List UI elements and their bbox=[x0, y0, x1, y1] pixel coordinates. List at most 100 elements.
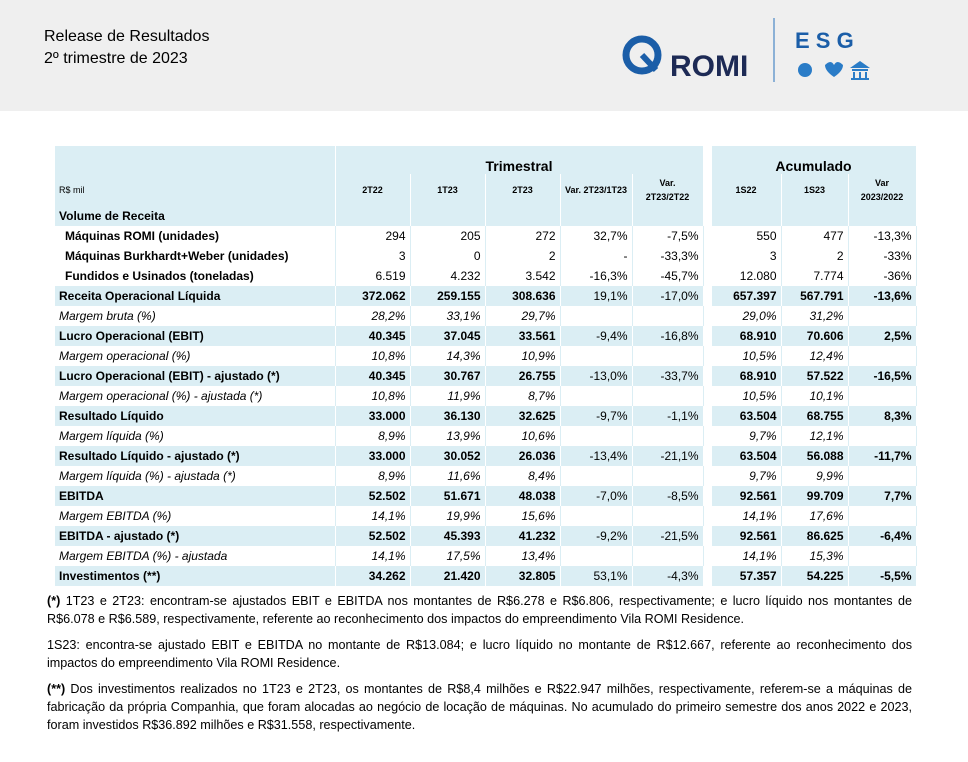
cell: 14,1% bbox=[711, 506, 782, 526]
table-row: Margem EBITDA (%) 14,1% 19,9% 15,6% 14,1% 17,… bbox=[55, 506, 917, 526]
esg-icon bbox=[825, 62, 843, 77]
cell: 56.088 bbox=[781, 446, 849, 466]
cell bbox=[848, 306, 917, 326]
column-header: 1S22 bbox=[711, 174, 782, 206]
logo-text: ROMI bbox=[670, 50, 748, 83]
cell: -33% bbox=[848, 246, 917, 266]
cell: -13,4% bbox=[560, 446, 633, 466]
gap bbox=[703, 566, 712, 586]
cell: 2,5% bbox=[848, 326, 917, 346]
cell: 92.561 bbox=[711, 486, 782, 506]
cell: 550 bbox=[711, 226, 782, 246]
cell: 10,9% bbox=[485, 346, 561, 366]
notes: (*) 1T23 e 2T23: encontram-se ajustados … bbox=[47, 592, 912, 742]
cell bbox=[632, 426, 704, 446]
cell: - bbox=[560, 246, 633, 266]
cell: 10,6% bbox=[485, 426, 561, 446]
row-label: Receita Operacional Líquida bbox=[55, 286, 336, 306]
gap bbox=[703, 406, 712, 426]
gap bbox=[703, 266, 711, 286]
cell: 3 bbox=[711, 246, 782, 266]
cell: 40.345 bbox=[335, 326, 411, 346]
cell: 32.625 bbox=[485, 406, 561, 426]
cell bbox=[560, 306, 633, 326]
cell: 32.805 bbox=[485, 566, 561, 586]
gap bbox=[703, 326, 712, 346]
table-row: Margem líquida (%) - ajustada (*) 8,9% 11,… bbox=[55, 466, 917, 486]
table-body: Trimestral Acumulado R$ mil 2T22 1T23 2T23 Var… bbox=[55, 146, 917, 586]
cell: 259.155 bbox=[410, 286, 486, 306]
cell: 12.080 bbox=[711, 266, 782, 286]
cell: -21,5% bbox=[632, 526, 704, 546]
cell bbox=[560, 346, 633, 366]
cell bbox=[632, 386, 704, 406]
cell: 37.045 bbox=[410, 326, 486, 346]
cell bbox=[560, 426, 633, 446]
cell: 477 bbox=[781, 226, 849, 246]
cell: 30.767 bbox=[410, 366, 486, 386]
cell bbox=[848, 346, 917, 366]
cell: -33,7% bbox=[632, 366, 704, 386]
cell: 68.910 bbox=[711, 366, 782, 386]
row-label: Lucro Operacional (EBIT) bbox=[55, 326, 336, 346]
cell: 54.225 bbox=[781, 566, 849, 586]
cell bbox=[848, 426, 917, 446]
table-row: EBITDA - ajustado (*) 52.502 45.393 41.232-… bbox=[55, 526, 917, 546]
cell: -9,7% bbox=[560, 406, 633, 426]
cell bbox=[711, 206, 782, 226]
cell: 3.542 bbox=[485, 266, 561, 286]
column-header: Var 2023/2022 bbox=[848, 174, 917, 206]
table-row: Lucro Operacional (EBIT) 40.345 37.045 33.5… bbox=[55, 326, 917, 346]
cell: 10,1% bbox=[781, 386, 849, 406]
results-table: Trimestral Acumulado R$ mil 2T22 1T23 2T23 Var… bbox=[55, 146, 917, 586]
note: (**) Dos investimentos realizados no 1T2… bbox=[47, 680, 912, 734]
cell: 567.791 bbox=[781, 286, 849, 306]
cell bbox=[848, 466, 917, 486]
cell: -16,3% bbox=[560, 266, 633, 286]
cell: 8,3% bbox=[848, 406, 917, 426]
row-label: Resultado Líquido - ajustado (*) bbox=[55, 446, 336, 466]
cell: -7,5% bbox=[632, 226, 704, 246]
cell: -7,0% bbox=[560, 486, 633, 506]
cell: -11,7% bbox=[848, 446, 917, 466]
gap bbox=[703, 246, 711, 266]
cell: -36% bbox=[848, 266, 917, 286]
cell: 92.561 bbox=[711, 526, 782, 546]
gap bbox=[703, 446, 712, 466]
cell: 19,1% bbox=[560, 286, 633, 306]
cell: 29,0% bbox=[711, 306, 782, 326]
cell bbox=[632, 466, 704, 486]
column-header: 2T22 bbox=[335, 174, 411, 206]
esg-icon bbox=[850, 61, 870, 80]
row-label: Margem líquida (%) - ajustada (*) bbox=[55, 466, 336, 486]
column-row: R$ mil 2T22 1T23 2T23 Var. 2T23/1T23 Var. 2T2… bbox=[55, 174, 917, 206]
esg-icon bbox=[798, 63, 812, 77]
table-row: Investimentos (**) 34.262 21.420 32.805 53,1… bbox=[55, 566, 917, 586]
cell: 34.262 bbox=[335, 566, 411, 586]
cell: -8,5% bbox=[632, 486, 704, 506]
cell: 4.232 bbox=[410, 266, 486, 286]
cell: 63.504 bbox=[711, 406, 782, 426]
cell: 52.502 bbox=[335, 526, 411, 546]
gap bbox=[703, 146, 712, 174]
romi-icon bbox=[622, 35, 662, 75]
cell bbox=[848, 206, 917, 226]
cell: -4,3% bbox=[632, 566, 704, 586]
cell: 308.636 bbox=[485, 286, 561, 306]
cell: 53,1% bbox=[560, 566, 633, 586]
group-header: Acumulado bbox=[711, 146, 917, 174]
cell: 28,2% bbox=[335, 306, 411, 326]
row-label: Fundidos e Usinados (toneladas) bbox=[55, 266, 336, 286]
table-row: Máquinas ROMI (unidades) 294 205 272 32,7% -7… bbox=[55, 226, 917, 246]
cell: 11,9% bbox=[410, 386, 486, 406]
cell: 7,7% bbox=[848, 486, 917, 506]
cell: 31,2% bbox=[781, 306, 849, 326]
gap bbox=[703, 286, 712, 306]
table-row: Volume de Receita bbox=[55, 206, 917, 226]
cell bbox=[410, 206, 486, 226]
group-header: Trimestral bbox=[335, 146, 704, 174]
cell: 36.130 bbox=[410, 406, 486, 426]
cell: 9,7% bbox=[711, 466, 782, 486]
cell: 51.671 bbox=[410, 486, 486, 506]
